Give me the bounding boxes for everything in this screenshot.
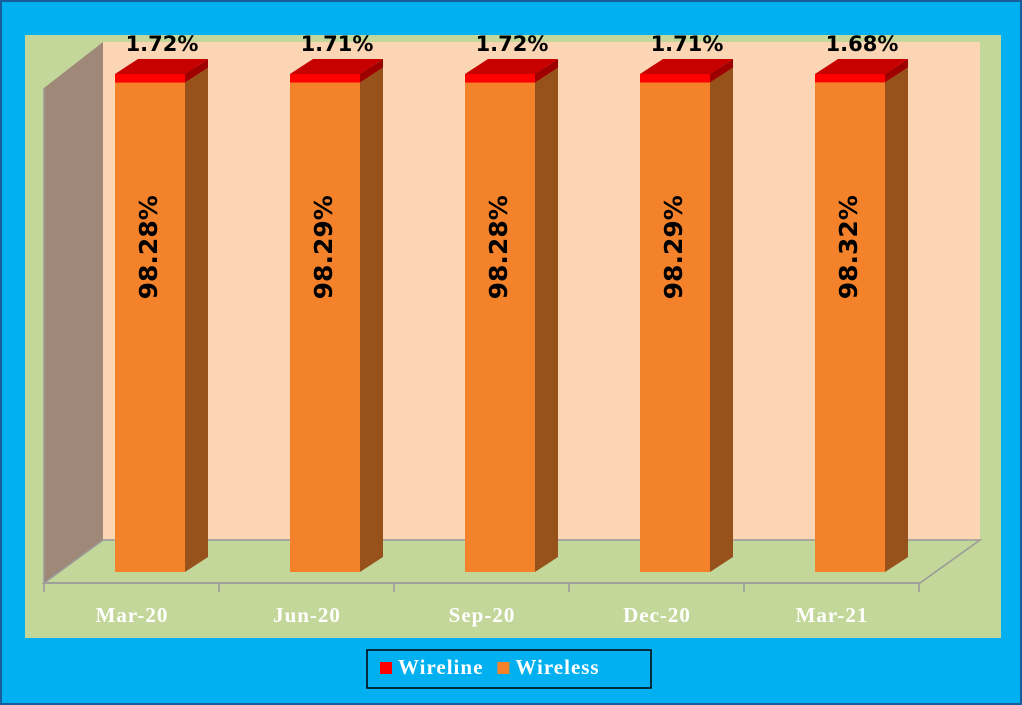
bar-top bbox=[815, 59, 908, 74]
bar-side bbox=[185, 59, 208, 83]
bar-segment bbox=[465, 59, 558, 83]
bar-side bbox=[885, 59, 908, 83]
bar-side bbox=[710, 67, 733, 572]
data-label: 98.29% bbox=[659, 195, 688, 299]
bar-top bbox=[290, 59, 383, 74]
x-tick-label: Mar-20 bbox=[96, 603, 169, 627]
bar-segment bbox=[115, 59, 208, 83]
bar-side bbox=[710, 59, 733, 83]
bar-front bbox=[465, 82, 535, 572]
bar-front bbox=[640, 82, 710, 572]
data-label: 1.72% bbox=[476, 32, 549, 56]
bar-segment bbox=[465, 67, 558, 572]
bar-front bbox=[115, 82, 185, 572]
legend-label: Wireless bbox=[515, 655, 599, 679]
bar-front bbox=[465, 74, 535, 83]
bar-segment bbox=[290, 67, 383, 572]
data-label: 1.72% bbox=[126, 32, 199, 56]
bar-side bbox=[360, 67, 383, 572]
x-tick-label: Mar-21 bbox=[796, 603, 869, 627]
bar-side bbox=[185, 67, 208, 572]
bar-front bbox=[815, 82, 885, 573]
legend-swatch bbox=[497, 662, 510, 674]
bar-front bbox=[290, 82, 360, 572]
legend-label: Wireline bbox=[398, 655, 483, 679]
bar-top bbox=[465, 59, 558, 74]
x-tick-label: Sep-20 bbox=[449, 603, 516, 627]
bar-top bbox=[115, 59, 208, 74]
bar-segment bbox=[640, 67, 733, 572]
x-tick-label: Jun-20 bbox=[273, 603, 341, 627]
bar-front bbox=[115, 74, 185, 83]
data-label: 98.28% bbox=[134, 195, 163, 299]
bar-front bbox=[640, 74, 710, 83]
bar-front bbox=[290, 74, 360, 83]
legend-swatch bbox=[380, 662, 392, 674]
bar-side bbox=[885, 67, 908, 573]
data-label: 1.71% bbox=[651, 32, 724, 56]
data-label: 98.29% bbox=[309, 195, 338, 299]
data-label: 98.32% bbox=[834, 195, 863, 299]
bar-segment bbox=[815, 67, 908, 573]
x-tick-label: Dec-20 bbox=[623, 603, 691, 627]
data-label: 98.28% bbox=[484, 195, 513, 299]
data-label: 1.68% bbox=[826, 32, 899, 56]
bar-side bbox=[535, 59, 558, 83]
bar-segment bbox=[115, 67, 208, 572]
bar-side bbox=[360, 59, 383, 83]
bar-segment bbox=[815, 59, 908, 83]
bar-segment bbox=[290, 59, 383, 83]
bar-side bbox=[535, 67, 558, 572]
side-wall bbox=[44, 42, 103, 583]
data-label: 1.71% bbox=[301, 32, 374, 56]
bar-front bbox=[815, 74, 885, 83]
bar-segment bbox=[640, 59, 733, 83]
bar-top bbox=[640, 59, 733, 74]
